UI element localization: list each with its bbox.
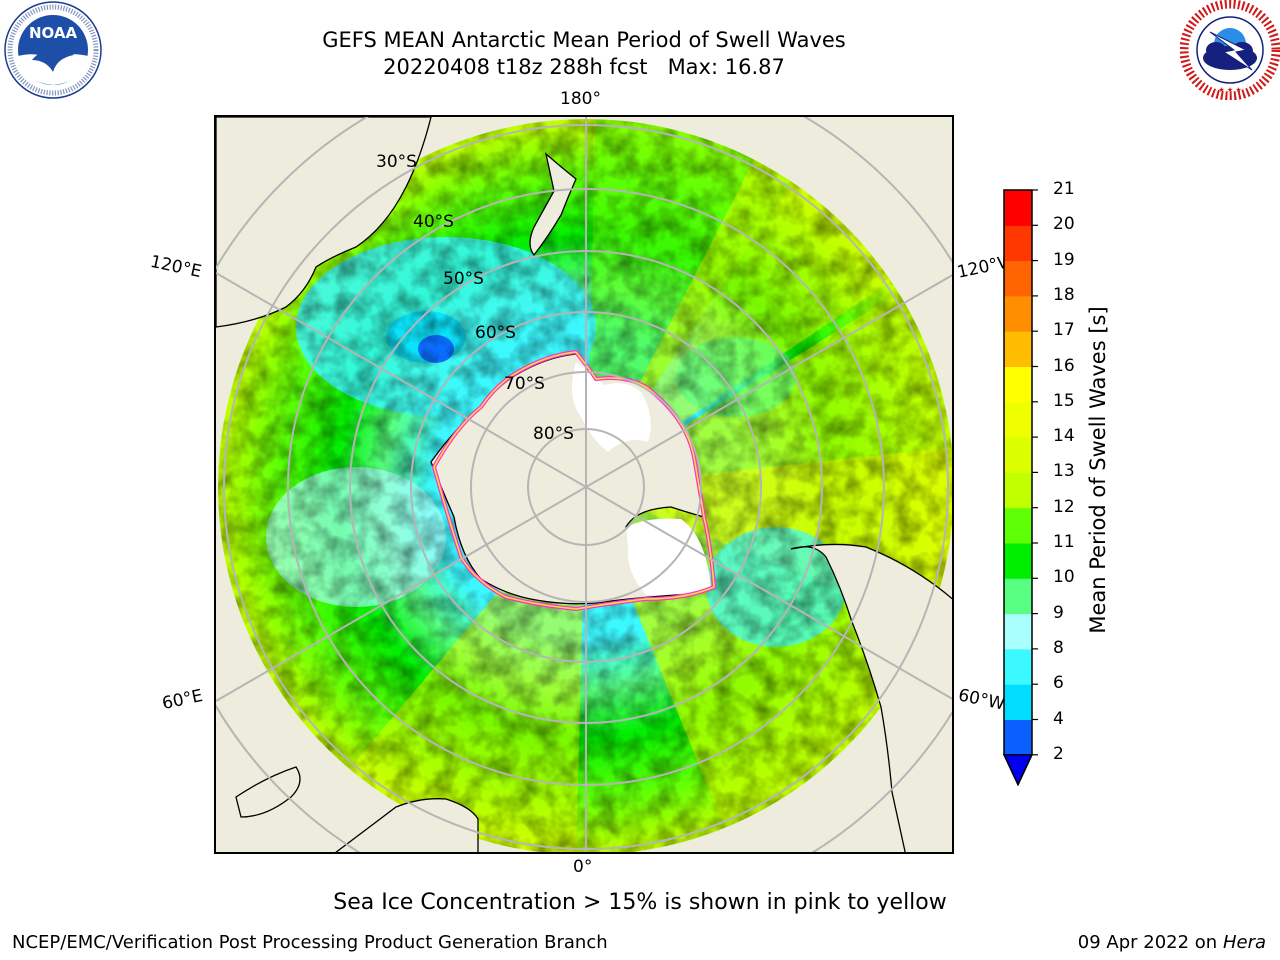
run-date: 09 Apr 2022 on Hera bbox=[1078, 932, 1266, 953]
lon-label-0: 0° bbox=[573, 857, 593, 877]
colorbar-segment bbox=[1004, 472, 1032, 509]
south-america bbox=[790, 543, 952, 852]
noaa-logo: NOAA bbox=[4, 1, 102, 99]
colorbar-segment bbox=[1004, 190, 1032, 226]
title-line-2: 20220408 t18z 288h fcst Max: 16.87 bbox=[383, 55, 785, 79]
colorbar-segment bbox=[1004, 648, 1032, 685]
new-zealand bbox=[529, 152, 577, 257]
colorbar-under-arrow bbox=[1002, 754, 1034, 786]
nws-logo: ★ ★ ★ bbox=[1180, 0, 1280, 100]
colorbar-segment bbox=[1004, 507, 1032, 544]
colorbar-segment bbox=[1004, 225, 1032, 262]
madagascar bbox=[235, 766, 301, 818]
colorbar-tick-label: 11 bbox=[1053, 532, 1075, 552]
colorbar-segment bbox=[1004, 578, 1032, 615]
colorbar-segment bbox=[1004, 719, 1032, 756]
lon-label-60e: 60°E bbox=[160, 685, 205, 715]
lat-label-40s: 40°S bbox=[413, 212, 454, 232]
colorbar-segment bbox=[1004, 613, 1032, 650]
lon-label-180: 180° bbox=[560, 89, 601, 109]
colorbar-tick-label: 8 bbox=[1053, 637, 1064, 658]
colorbar-tick-label: 16 bbox=[1053, 355, 1075, 376]
colorbar-segment bbox=[1004, 331, 1032, 367]
polar-map bbox=[214, 115, 954, 854]
colorbar-tick-label: 15 bbox=[1053, 390, 1075, 411]
colorbar-tick-label: 18 bbox=[1053, 284, 1075, 305]
colorbar-segment bbox=[1004, 366, 1032, 403]
machine-name: Hera bbox=[1222, 932, 1266, 953]
noaa-logo-text: NOAA bbox=[29, 24, 78, 42]
africa bbox=[335, 798, 479, 852]
lat-label-50s: 50°S bbox=[443, 269, 484, 289]
colorbar-segment bbox=[1004, 401, 1032, 438]
chart-title: GEFS MEAN Antarctic Mean Period of Swell… bbox=[284, 27, 884, 81]
colorbar-tick-label: 2 bbox=[1053, 743, 1064, 764]
lat-label-80s: 80°S bbox=[533, 424, 574, 444]
sea-ice-inner-edge bbox=[433, 351, 715, 610]
map-canvas bbox=[216, 117, 952, 852]
colorbar-tick-label: 19 bbox=[1053, 249, 1075, 270]
colorbar-tick-label: 17 bbox=[1053, 320, 1075, 341]
meridians bbox=[216, 117, 952, 852]
lon-label-120e: 120°E bbox=[148, 251, 204, 283]
credit-text: NCEP/EMC/Verification Post Processing Pr… bbox=[12, 932, 608, 953]
colorbar-segment bbox=[1004, 684, 1032, 720]
sea-ice-note: Sea Ice Concentration > 15% is shown in … bbox=[333, 890, 947, 915]
australia bbox=[216, 117, 432, 328]
colorbar-tick-label: 13 bbox=[1053, 461, 1075, 482]
colorbar-tick-label: 20 bbox=[1053, 214, 1075, 235]
colorbar-tick-label: 10 bbox=[1053, 567, 1075, 588]
date-prefix: 09 Apr 2022 on bbox=[1077, 932, 1223, 953]
colorbar-tick-label: 9 bbox=[1053, 602, 1064, 623]
colorbar-segment bbox=[1004, 437, 1032, 473]
colorbar-tick-label: 14 bbox=[1053, 426, 1075, 447]
lat-label-60s: 60°S bbox=[475, 323, 516, 343]
colorbar-title: Mean Period of Swell Waves [s] bbox=[1086, 306, 1110, 634]
svg-text:★ ★ ★: ★ ★ ★ bbox=[1218, 86, 1241, 94]
lat-label-30s: 30°S bbox=[376, 152, 417, 172]
colorbar-segment bbox=[1004, 295, 1032, 332]
lat-label-70s: 70°S bbox=[504, 374, 545, 394]
colorbar-tick-label: 6 bbox=[1053, 673, 1064, 694]
colorbar-tick-label: 21 bbox=[1053, 179, 1075, 199]
title-line-1: GEFS MEAN Antarctic Mean Period of Swell… bbox=[322, 28, 846, 52]
colorbar-segment bbox=[1004, 543, 1032, 579]
colorbar-segment bbox=[1004, 260, 1032, 297]
colorbar-tick-label: 4 bbox=[1053, 708, 1064, 729]
colorbar-tick-label: 12 bbox=[1053, 496, 1075, 517]
colorbar bbox=[1002, 189, 1038, 786]
lon-label-60w: 60°W bbox=[956, 685, 1007, 715]
